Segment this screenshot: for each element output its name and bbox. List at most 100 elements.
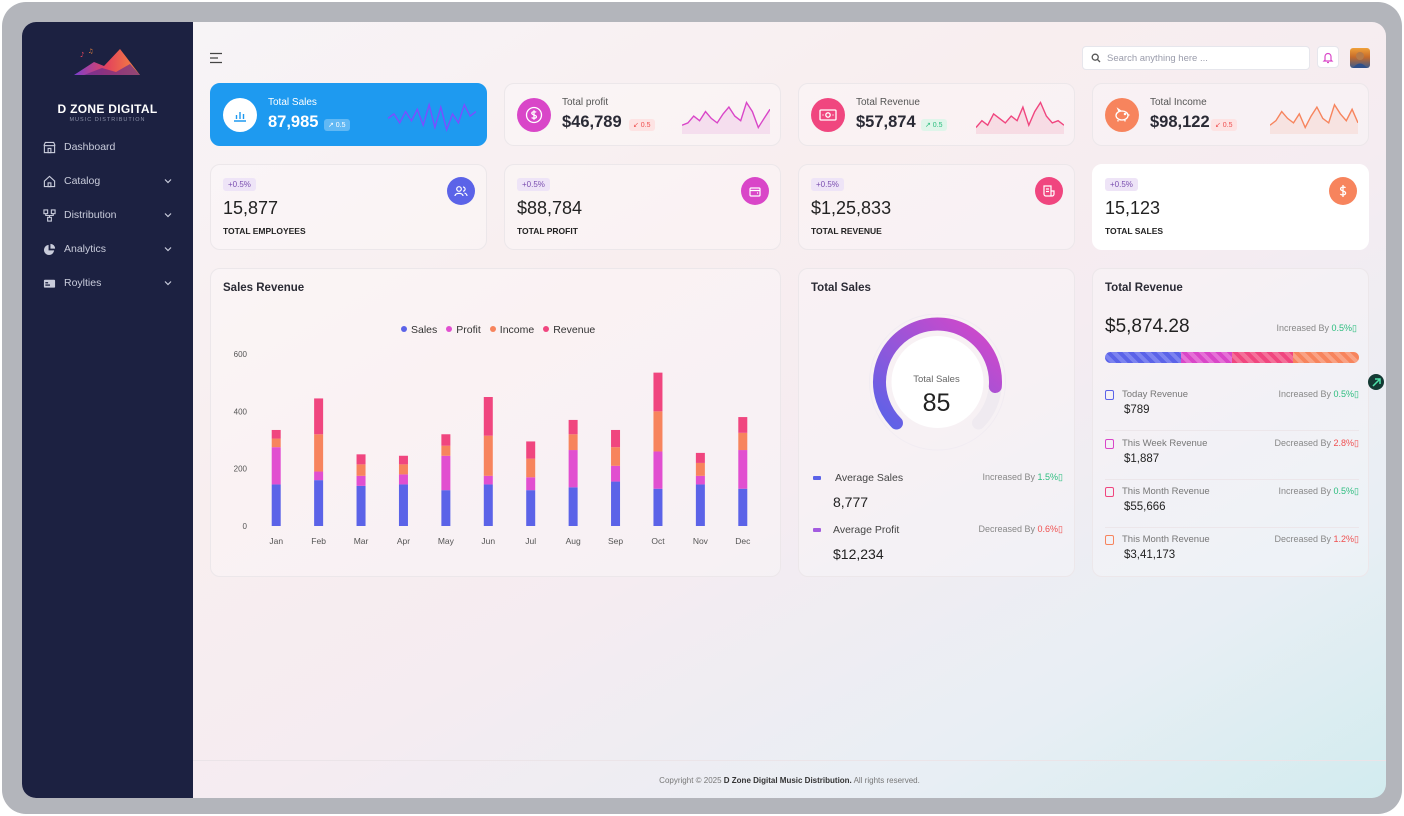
bar-segment-profit[interactable]	[653, 451, 663, 489]
card-icon	[43, 279, 56, 288]
kpi-card-total-income[interactable]: Total Income $98,122 ↙ 0.5	[1092, 83, 1369, 146]
menu-toggle-icon[interactable]	[209, 52, 223, 64]
footer: Copyright © 2025 D Zone Digital Music Di…	[193, 760, 1386, 798]
notification-button[interactable]	[1317, 46, 1339, 68]
stat-card-total-revenue[interactable]: +0.5% $1,25,833 TOTAL REVENUE	[798, 164, 1075, 250]
stat-icon-wrap	[1329, 177, 1357, 205]
bar-segment-revenue[interactable]	[271, 429, 281, 439]
bar-segment-income[interactable]	[653, 411, 663, 452]
legend-item-sales[interactable]: Sales	[401, 324, 437, 336]
sidebar-item-roylties[interactable]: Roylties	[22, 266, 193, 300]
bar-segment-sales[interactable]	[695, 484, 705, 526]
bar-segment-profit[interactable]	[738, 450, 748, 489]
search-input[interactable]	[1107, 52, 1297, 64]
bar-segment-income[interactable]	[271, 438, 281, 448]
bar-segment-profit[interactable]	[526, 477, 536, 491]
revenue-row-month-2: This Month Revenue $3,41,173 Decreased B…	[1105, 528, 1359, 576]
bar-segment-income[interactable]	[314, 434, 324, 472]
bar-segment-revenue[interactable]	[314, 398, 324, 435]
kpi-card-total-profit[interactable]: Total profit $46,789 ↙ 0.5	[504, 83, 781, 146]
bar-segment-income[interactable]	[568, 434, 578, 451]
bar-segment-sales[interactable]	[568, 487, 578, 526]
kpi-card-total-sales[interactable]: Total Sales 87,985 ↗ 0.5	[210, 83, 487, 146]
arrow-up-right-icon	[1371, 377, 1381, 387]
row-name: This Week Revenue	[1122, 438, 1208, 449]
bar-segment-profit[interactable]	[271, 447, 281, 485]
bar-segment-profit[interactable]	[314, 471, 324, 481]
x-tick-label: Jan	[269, 536, 283, 546]
kpi-change-badge: ↙ 0.5	[1211, 119, 1237, 131]
card-title: Sales Revenue	[223, 282, 305, 294]
bar-segment-sales[interactable]	[398, 484, 408, 526]
bar-segment-income[interactable]	[738, 432, 748, 451]
kpi-label: Total profit	[562, 97, 609, 108]
search-box[interactable]	[1082, 46, 1310, 70]
bar-segment-profit[interactable]	[356, 475, 366, 486]
bar-segment-revenue[interactable]	[526, 441, 536, 459]
kpi-sparkline	[682, 100, 770, 134]
bar-segment-sales[interactable]	[611, 481, 621, 526]
bar-segment-sales[interactable]	[526, 490, 536, 526]
bar-segment-profit[interactable]	[695, 475, 705, 485]
row-value: $3,41,173	[1124, 549, 1176, 561]
gauge-fill	[873, 317, 1002, 430]
stat-card-total-employees[interactable]: +0.5% 15,877 TOTAL EMPLOYEES	[210, 164, 487, 250]
avatar[interactable]	[1350, 48, 1370, 68]
bar-segment-revenue[interactable]	[695, 452, 705, 463]
bar-segment-sales[interactable]	[653, 488, 663, 526]
wallet-icon	[749, 186, 761, 197]
bar-segment-income[interactable]	[483, 435, 493, 476]
kpi-icon-wrap	[517, 98, 551, 132]
floating-action-button[interactable]	[1368, 374, 1384, 390]
bar-segment-sales[interactable]	[738, 488, 748, 526]
stat-card-total-sales[interactable]: +0.5% 15,123 TOTAL SALES	[1092, 164, 1369, 250]
kpi-icon-wrap	[811, 98, 845, 132]
sidebar-item-dashboard[interactable]: Dashboard	[22, 130, 193, 164]
kpi-card-total-revenue[interactable]: Total Revenue $57,874 ↗ 0.5	[798, 83, 1075, 146]
gauge-label: Total Sales	[913, 374, 960, 385]
bar-segment-revenue[interactable]	[611, 429, 621, 448]
bar-segment-income[interactable]	[441, 445, 451, 456]
bar-segment-income[interactable]	[611, 447, 621, 466]
stat-value: 15,123	[1105, 198, 1161, 218]
bar-segment-sales[interactable]	[441, 490, 451, 526]
legend-item-income[interactable]: Income	[489, 324, 534, 336]
sidebar-item-catalog[interactable]: Catalog	[22, 164, 193, 198]
stat-card-total-profit[interactable]: +0.5% $88,784 TOTAL PROFIT	[504, 164, 781, 250]
bar-segment-profit[interactable]	[568, 450, 578, 488]
bar-segment-revenue[interactable]	[653, 372, 663, 412]
bar-segment-revenue[interactable]	[356, 454, 366, 465]
bell-icon	[1322, 52, 1334, 63]
legend-item-profit[interactable]: Profit	[446, 324, 481, 336]
dollar-icon	[1339, 185, 1347, 197]
legend-marker	[813, 528, 821, 532]
bar-segment-revenue[interactable]	[398, 455, 408, 465]
bar-segment-income[interactable]	[526, 458, 536, 478]
legend-item-revenue[interactable]: Revenue	[543, 324, 595, 336]
bar-segment-profit[interactable]	[611, 465, 621, 482]
bar-segment-revenue[interactable]	[483, 397, 493, 436]
kpi-change-badge: ↙ 0.5	[629, 119, 655, 131]
bar-segment-revenue[interactable]	[738, 417, 748, 433]
brand-logo[interactable]: ♪ ♫ D ZONE DIGITAL MUSIC DISTRIBUTION	[22, 44, 193, 123]
bar-segment-sales[interactable]	[483, 484, 493, 526]
brand-title: D ZONE DIGITAL	[57, 102, 158, 116]
bar-segment-revenue[interactable]	[568, 419, 578, 435]
row-value: $55,666	[1124, 501, 1166, 513]
row-name: This Month Revenue	[1122, 486, 1210, 497]
sidebar-item-analytics[interactable]: Analytics	[22, 232, 193, 266]
bar-segment-income[interactable]	[695, 462, 705, 476]
bar-segment-profit[interactable]	[483, 475, 493, 485]
bar-segment-sales[interactable]	[356, 485, 366, 526]
stat-icon-wrap	[741, 177, 769, 205]
bar-segment-profit[interactable]	[398, 474, 408, 485]
bar-segment-income[interactable]	[356, 464, 366, 476]
bar-segment-profit[interactable]	[441, 455, 451, 491]
kpi-value: $57,874	[856, 113, 916, 131]
bar-segment-income[interactable]	[398, 464, 408, 475]
bar-segment-sales[interactable]	[314, 480, 324, 526]
piggy-bank-icon	[1115, 107, 1130, 122]
bar-segment-revenue[interactable]	[441, 434, 451, 446]
sidebar-item-distribution[interactable]: Distribution	[22, 198, 193, 232]
bar-segment-sales[interactable]	[271, 484, 281, 526]
